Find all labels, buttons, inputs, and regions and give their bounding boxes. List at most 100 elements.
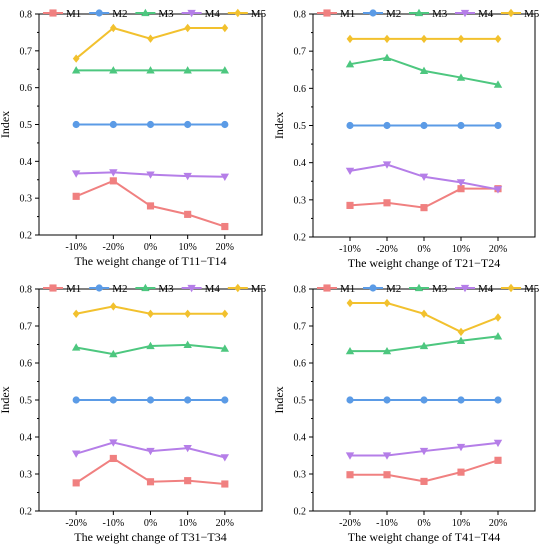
legend: M1 M2 M3 M4 M5 [317,8,540,20]
legend-label: M5 [524,8,540,20]
data-point-M1 [420,477,428,485]
y-tick-label: 0.7 [20,46,33,57]
y-axis-label: Index [0,386,12,413]
y-tick-label: 0.2 [20,231,33,242]
data-point-M5 [221,309,229,318]
data-point-M2 [346,396,354,404]
y-tick-label: 0.6 [20,359,33,370]
data-point-M3 [71,66,81,74]
data-point-M1 [184,477,192,485]
series-M5 [346,34,502,44]
x-tick-label: -20% [339,518,361,529]
data-point-M4 [220,173,230,182]
y-tick-label: 0.3 [294,470,307,481]
series-M3 [71,66,230,74]
x-tick-label: -20% [65,518,87,529]
data-point-M1 [457,185,465,193]
data-point-M2 [184,120,192,129]
data-point-M2 [221,396,229,404]
data-point-M2 [494,121,502,130]
series-M4 [71,439,230,462]
legend-marker-M4 [460,9,470,18]
data-point-M1 [72,479,80,487]
x-tick-label: 10% [452,244,470,255]
legend-marker-M5 [234,283,242,293]
series-line-M5 [75,26,225,60]
data-point-M1 [494,456,502,464]
x-tick-label: 20% [489,244,507,255]
data-point-M1 [146,478,155,486]
chart-panel-3: 0.2 0.3 0.4 0.5 0.6 0.7 0.8 -20% -10% 0% 10% 20%The… [0,283,267,544]
data-point-M3 [345,346,355,355]
data-point-M3 [146,66,155,74]
y-tick-label: 0.5 [20,120,33,131]
y-tick-label: 0.3 [20,194,33,205]
legend-marker-M2 [369,9,377,17]
legend-marker-M4 [460,284,470,293]
data-point-M1 [184,210,192,218]
series-M3 [345,53,503,88]
y-tick-label: 0.8 [294,285,307,296]
legend-marker-M1 [49,284,57,292]
data-point-M3 [419,341,429,350]
data-point-M3 [456,336,466,344]
data-point-M3 [220,344,230,352]
data-point-M1 [383,199,391,207]
data-point-M2 [420,121,428,130]
x-tick-label: -10% [102,518,124,529]
data-point-M3 [493,332,503,340]
data-point-M4 [220,454,230,462]
data-point-M1 [457,468,465,476]
series-M4 [345,439,503,460]
data-point-M5 [72,54,80,63]
x-tick-label: 10% [452,518,470,529]
data-point-M5 [147,309,154,318]
data-point-M2 [457,121,465,130]
legend-label: M3 [432,283,448,295]
series-M5 [346,298,502,337]
series-M5 [72,302,229,318]
legend-label: M4 [205,283,221,295]
data-point-M3 [220,66,230,74]
data-point-M4 [345,167,355,176]
data-point-M5 [109,302,117,311]
chart-panel-4: 0.2 0.3 0.4 0.5 0.6 0.7 0.8 -20% -10% 0% 10% 20%The… [272,283,540,544]
legend-label: M2 [112,283,127,295]
x-axis-label: The weight change of T21−T24 [348,256,501,270]
y-tick-label: 0.7 [20,322,33,333]
legend-label: M1 [66,8,81,20]
data-point-M5 [147,34,154,43]
x-tick-label: -10% [339,244,361,255]
x-axis-label: The weight change of T31−T34 [74,530,227,544]
series-M1 [346,456,502,485]
x-tick-label: -10% [65,242,87,253]
y-tick-label: 0.8 [20,285,33,296]
y-tick-label: 0.4 [20,157,33,168]
data-point-M2 [494,396,502,404]
data-point-M1 [221,480,229,488]
data-point-M5 [221,23,229,33]
legend-label: M4 [478,283,494,295]
data-point-M2 [420,396,428,404]
x-tick-label: 20% [216,518,234,529]
y-tick-label: 0.4 [20,433,33,444]
data-point-M3 [493,80,503,88]
data-point-M2 [146,396,155,404]
data-point-M5 [346,34,354,44]
legend-marker-M2 [369,284,377,292]
data-point-M1 [383,471,391,479]
data-point-M4 [183,444,192,453]
data-point-M5 [184,309,192,318]
data-point-M1 [346,201,354,209]
y-tick-label: 0.7 [294,47,307,58]
y-tick-label: 0.5 [294,121,307,132]
data-point-M4 [456,179,466,187]
x-tick-label: 0% [417,518,430,529]
data-point-M4 [382,161,392,169]
data-point-M5 [420,309,428,318]
x-tick-label: 20% [489,518,507,529]
series-M1 [72,177,229,231]
data-point-M4 [382,452,392,460]
series-M2 [346,396,502,404]
